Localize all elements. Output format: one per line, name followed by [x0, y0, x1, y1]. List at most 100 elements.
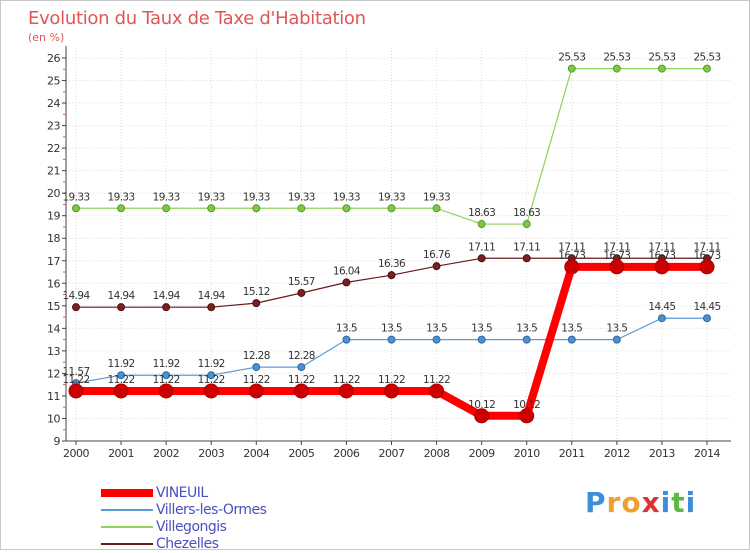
data-label-vineuil: 11.22	[198, 374, 225, 386]
brand-letter: x	[641, 486, 661, 519]
data-label-chezelles: 17.11	[648, 241, 675, 253]
brand-letter: t	[671, 486, 686, 519]
data-label-villers-les-ormes: 13.5	[561, 323, 582, 335]
y-tick-label: 25	[47, 75, 60, 88]
x-tick-label: 2004	[243, 447, 269, 460]
data-label-vineuil: 10.12	[468, 399, 495, 411]
data-label-vineuil: 11.22	[108, 374, 135, 386]
point-villers-les-ormes	[117, 371, 126, 380]
data-label-villegongis: 19.33	[288, 191, 315, 203]
y-tick-label: 13	[47, 345, 60, 358]
data-label-villegongis: 19.33	[378, 191, 405, 203]
point-vineuil	[654, 259, 670, 275]
point-vineuil	[384, 383, 399, 399]
brand-letter: o	[621, 486, 642, 519]
data-label-vineuil: 11.22	[243, 374, 270, 386]
data-label-villegongis: 19.33	[423, 191, 450, 203]
point-villegongis	[72, 204, 80, 213]
data-label-vineuil: 16.73	[693, 250, 720, 262]
data-label-villegongis: 18.63	[468, 207, 495, 219]
data-label-villers-les-ormes: 11.57	[62, 366, 89, 378]
x-tick-label: 2010	[514, 447, 540, 460]
x-tick-label: 2000	[63, 447, 89, 460]
data-label-chezelles: 14.94	[198, 290, 226, 302]
chart-subtitle: (en %)	[28, 31, 65, 44]
brand-letter: i	[660, 486, 672, 519]
point-villers-les-ormes	[207, 371, 216, 380]
y-tick-label: 24	[47, 97, 60, 110]
point-villegongis	[297, 204, 306, 213]
data-label-chezelles: 15.12	[243, 286, 270, 298]
data-label-chezelles: 14.94	[153, 290, 181, 302]
data-label-vineuil: 16.73	[558, 250, 585, 262]
data-label-villegongis: 19.33	[62, 191, 89, 203]
data-label-villers-les-ormes: 11.92	[108, 358, 135, 370]
data-label-villers-les-ormes: 13.5	[426, 323, 447, 335]
point-villegongis	[612, 64, 621, 73]
y-tick-label: 16	[47, 277, 60, 290]
point-chezelles	[117, 303, 126, 312]
data-label-villers-les-ormes: 12.28	[243, 350, 270, 362]
data-label-vineuil: 11.22	[423, 374, 450, 386]
legend-swatch	[101, 509, 153, 511]
point-villers-les-ormes	[477, 335, 486, 344]
brand-letter: r	[606, 486, 622, 519]
point-vineuil	[248, 383, 264, 399]
y-tick-label: 19	[47, 210, 60, 223]
point-chezelles	[342, 278, 351, 287]
point-villegongis	[657, 64, 666, 73]
data-label-villers-les-ormes: 14.45	[693, 301, 720, 313]
data-label-villegongis: 18.63	[513, 207, 540, 219]
point-villers-les-ormes	[657, 314, 666, 323]
data-label-chezelles: 17.11	[513, 241, 540, 253]
point-vineuil	[609, 259, 625, 275]
brand-letter: i	[685, 486, 697, 519]
point-villers-les-ormes	[162, 371, 171, 380]
data-label-chezelles: 14.94	[108, 290, 136, 302]
point-villegongis	[432, 204, 441, 213]
point-villers-les-ormes	[703, 314, 711, 323]
point-villegongis	[477, 220, 486, 229]
data-label-vineuil: 10.12	[513, 399, 540, 411]
data-label-chezelles: 16.36	[378, 258, 406, 270]
data-label-chezelles: 16.76	[423, 249, 451, 261]
data-label-villers-les-ormes: 13.5	[516, 323, 537, 335]
x-tick-label: 2007	[379, 447, 405, 460]
point-villers-les-ormes	[297, 363, 306, 372]
data-label-chezelles: 17.11	[558, 241, 585, 253]
y-tick-label: 11	[47, 390, 60, 403]
legend-swatch	[101, 526, 153, 528]
data-label-villers-les-ormes: 11.92	[153, 358, 180, 370]
chart-title: Evolution du Taux de Taxe d'Habitation	[28, 8, 366, 29]
y-tick-label: 22	[47, 142, 60, 155]
point-villegongis	[522, 220, 531, 229]
point-vineuil	[564, 259, 580, 275]
x-tick-label: 2014	[694, 447, 720, 460]
y-tick-label: 15	[47, 300, 60, 313]
point-chezelles	[477, 254, 486, 263]
y-tick-label: 26	[47, 52, 60, 65]
point-villegongis	[162, 204, 171, 213]
legend-label: VINEUIL	[156, 485, 208, 501]
point-chezelles	[297, 288, 306, 297]
x-tick-label: 2006	[333, 447, 359, 460]
data-label-vineuil: 11.22	[378, 374, 405, 386]
point-chezelles	[522, 254, 531, 263]
point-villegongis	[567, 64, 576, 73]
legend-label: Villegongis	[156, 519, 227, 535]
legend-label: Chezelles	[156, 536, 219, 552]
data-label-villers-les-ormes: 12.28	[288, 350, 315, 362]
point-villers-les-ormes	[567, 335, 576, 344]
y-tick-label: 14	[47, 322, 60, 335]
x-tick-label: 2013	[649, 447, 675, 460]
data-label-villegongis: 19.33	[153, 191, 180, 203]
legend-swatch	[101, 489, 153, 497]
point-chezelles	[387, 271, 396, 280]
point-villegongis	[207, 204, 216, 213]
point-vineuil	[519, 408, 535, 424]
x-tick-label: 2012	[604, 447, 630, 460]
x-tick-label: 2011	[559, 447, 585, 460]
point-villegongis	[342, 204, 351, 213]
